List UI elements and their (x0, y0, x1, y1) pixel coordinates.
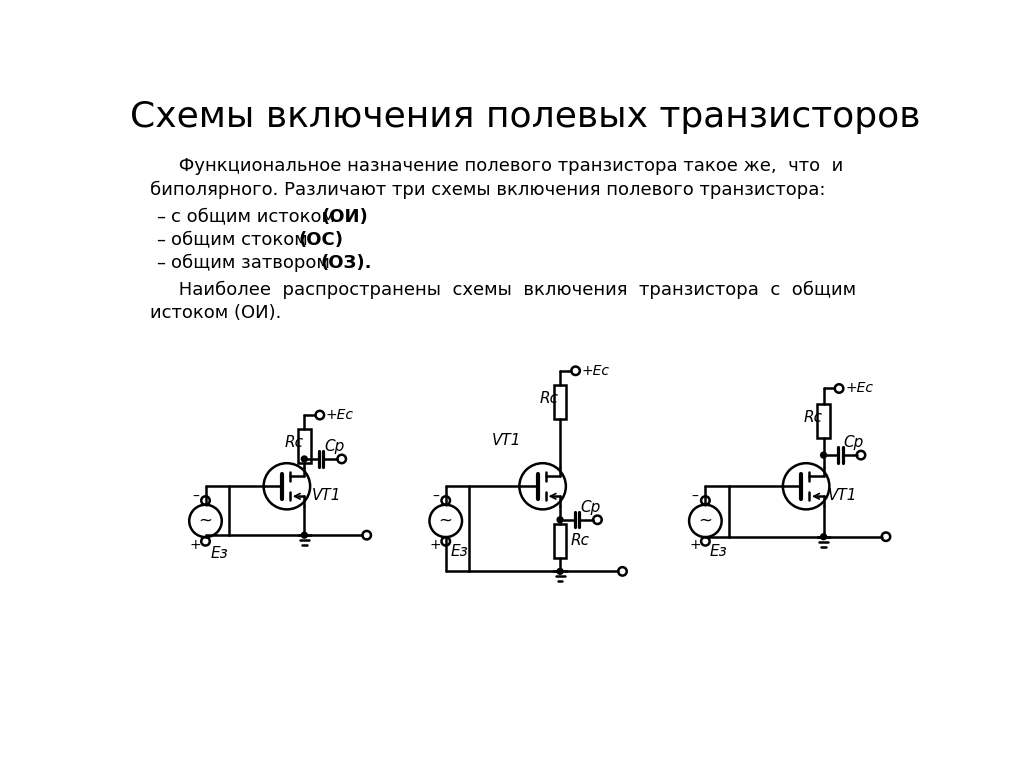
Text: –: – (432, 490, 439, 504)
Circle shape (820, 534, 826, 540)
Text: ~: ~ (199, 511, 213, 529)
Text: VT1: VT1 (827, 488, 857, 503)
Text: Функциональное назначение полевого транзистора такое же,  что  и: Функциональное назначение полевого транз… (150, 157, 843, 176)
Text: общим стоком: общим стоком (171, 231, 313, 249)
Text: VT1: VT1 (493, 433, 522, 448)
Circle shape (557, 517, 563, 522)
Text: (ОС): (ОС) (299, 231, 343, 249)
Circle shape (301, 532, 307, 538)
Text: (ОИ): (ОИ) (322, 208, 369, 225)
Text: Cp: Cp (581, 500, 600, 515)
Text: Rc: Rc (540, 391, 559, 406)
Bar (554, 524, 566, 558)
Text: +Ec: +Ec (582, 364, 609, 378)
Text: Rc: Rc (570, 533, 589, 548)
Text: +: + (430, 538, 441, 551)
Text: –: – (156, 231, 165, 249)
Text: Cp: Cp (325, 439, 345, 454)
Text: –: – (156, 254, 165, 272)
Text: +Ec: +Ec (845, 381, 873, 396)
Text: +Ec: +Ec (326, 408, 354, 422)
Text: Rc: Rc (804, 410, 822, 425)
Text: (ОЗ).: (ОЗ). (321, 254, 372, 272)
Circle shape (301, 456, 307, 462)
Text: Eз: Eз (710, 545, 728, 559)
Text: VT1: VT1 (311, 488, 341, 503)
Text: ~: ~ (438, 511, 453, 529)
Text: +: + (189, 538, 202, 551)
Text: –: – (191, 490, 199, 504)
Text: Cp: Cp (844, 436, 864, 450)
Text: биполярного. Различают три схемы включения полевого транзистора:: биполярного. Различают три схемы включен… (150, 180, 825, 199)
Text: Rc: Rc (285, 436, 303, 450)
Text: Схемы включения полевых транзисторов: Схемы включения полевых транзисторов (130, 100, 920, 133)
Bar (554, 384, 566, 419)
Text: +: + (689, 538, 701, 551)
Text: –: – (156, 208, 165, 225)
Text: общим затвором: общим затвором (171, 254, 335, 272)
Text: ~: ~ (698, 511, 713, 529)
Text: Eз: Eз (210, 546, 228, 561)
Text: Eз: Eз (451, 545, 468, 559)
Text: истоком (ОИ).: истоком (ОИ). (150, 304, 281, 322)
Circle shape (557, 568, 563, 574)
Circle shape (820, 453, 826, 458)
Bar (298, 429, 310, 463)
Text: с общим истоком: с общим истоком (171, 208, 340, 225)
Text: –: – (692, 490, 698, 504)
Bar (817, 404, 829, 438)
Text: Наиболее  распространены  схемы  включения  транзистора  с  общим: Наиболее распространены схемы включения … (150, 281, 856, 299)
